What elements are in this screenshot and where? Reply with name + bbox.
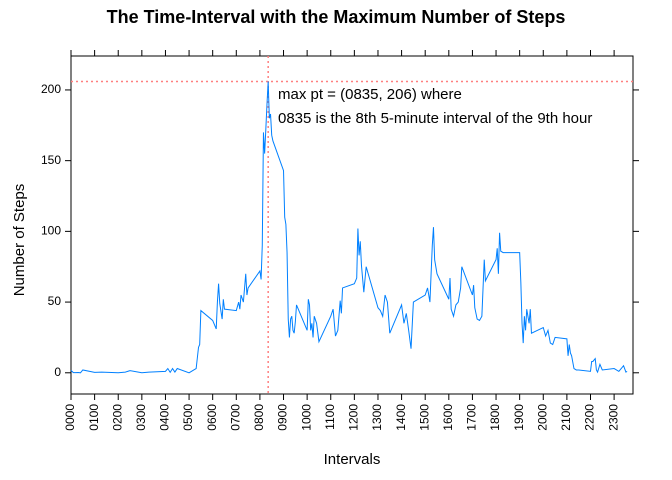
x-tick-label: 2200 <box>583 404 597 431</box>
x-tick-label: 1700 <box>465 404 479 431</box>
x-tick-label: 1000 <box>299 404 313 431</box>
x-tick-label: 0000 <box>63 404 77 431</box>
x-tick-label: 1800 <box>488 404 502 431</box>
y-tick-label: 50 <box>48 294 62 308</box>
x-axis-label: Intervals <box>324 451 381 468</box>
x-tick-label: 1500 <box>417 404 431 431</box>
x-tick-label: 1100 <box>323 404 337 430</box>
plot-frame <box>70 55 634 395</box>
x-tick-label: 2300 <box>606 404 620 431</box>
x-tick-label: 0300 <box>134 404 148 431</box>
x-tick-label: 1300 <box>370 404 384 431</box>
y-tick-label: 150 <box>41 153 61 167</box>
y-tick-label: 0 <box>54 365 61 379</box>
x-tick-label: 0700 <box>228 404 242 431</box>
x-tick-label: 0500 <box>181 404 195 431</box>
x-tick-label: 0200 <box>110 404 124 431</box>
x-tick-label: 0900 <box>276 404 290 431</box>
data-line <box>70 81 628 374</box>
x-tick-label: 1600 <box>441 404 455 431</box>
y-axis-label: Number of Steps <box>11 184 28 297</box>
x-tick-label: 0400 <box>158 404 172 431</box>
x-tick-label: 2000 <box>535 404 549 431</box>
annotation: max pt = (0835, 206) where <box>278 86 462 103</box>
annotation: 0835 is the 8th 5-minute interval of the… <box>278 110 592 127</box>
x-tick-label: 0800 <box>252 404 266 431</box>
x-tick-label: 2100 <box>559 404 573 431</box>
chart-title: The Time-Interval with the Maximum Numbe… <box>107 7 566 27</box>
x-tick-label: 0600 <box>205 404 219 431</box>
x-tick-label: 1200 <box>347 404 361 431</box>
x-tick-label: 1400 <box>394 404 408 431</box>
x-tick-label: 1900 <box>512 404 526 431</box>
x-tick-label: 0100 <box>87 404 101 431</box>
y-tick-label: 100 <box>41 224 61 238</box>
y-tick-label: 200 <box>41 82 61 96</box>
